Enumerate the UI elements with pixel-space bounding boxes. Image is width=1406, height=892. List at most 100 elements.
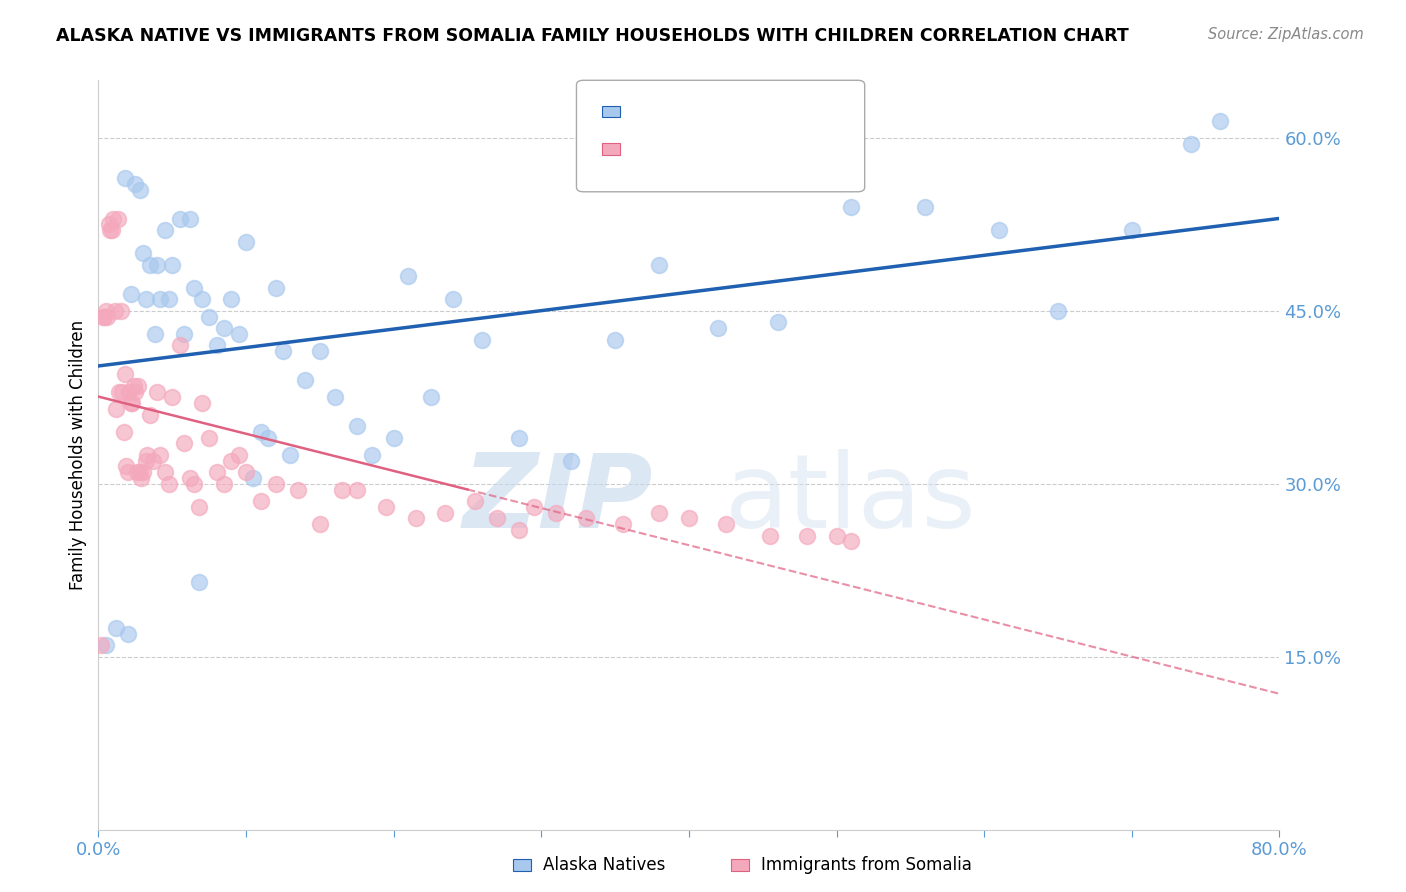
Point <box>97 218 120 232</box>
Point <box>228 326 250 341</box>
Point <box>139 408 162 422</box>
Point <box>330 483 353 497</box>
Point <box>179 471 201 485</box>
Point <box>825 528 848 542</box>
Point <box>124 384 146 399</box>
Point <box>205 465 228 479</box>
Point <box>198 310 221 324</box>
Point <box>187 500 209 514</box>
Point <box>221 453 243 467</box>
Point <box>129 471 152 485</box>
Point <box>139 258 162 272</box>
Point <box>441 293 464 307</box>
Point <box>242 471 264 485</box>
Point <box>91 310 114 324</box>
Point <box>546 506 568 520</box>
Point <box>707 321 730 335</box>
Point <box>124 177 146 191</box>
Point <box>796 528 818 542</box>
Point <box>914 200 936 214</box>
Point <box>375 500 398 514</box>
Point <box>183 476 205 491</box>
Point <box>228 448 250 462</box>
Point <box>612 517 634 532</box>
Point <box>157 476 180 491</box>
Text: Source: ZipAtlas.com: Source: ZipAtlas.com <box>1208 27 1364 42</box>
Point <box>287 483 309 497</box>
Point <box>117 465 139 479</box>
Point <box>294 373 316 387</box>
Point <box>105 621 128 635</box>
Point <box>149 293 172 307</box>
Point <box>98 223 121 237</box>
Point <box>405 511 427 525</box>
Text: R =  0.412: R = 0.412 <box>631 103 727 120</box>
Text: atlas: atlas <box>724 450 976 550</box>
Point <box>169 211 191 226</box>
Point <box>398 269 420 284</box>
Text: Alaska Natives: Alaska Natives <box>543 856 665 874</box>
Point <box>153 223 176 237</box>
Text: ZIP: ZIP <box>463 450 654 550</box>
Point <box>434 506 457 520</box>
Point <box>146 384 169 399</box>
Point <box>280 448 302 462</box>
Point <box>110 303 132 318</box>
Point <box>146 258 169 272</box>
Point <box>309 517 332 532</box>
Point <box>212 321 235 335</box>
Point <box>135 293 157 307</box>
Point <box>105 401 128 416</box>
Point <box>103 211 125 226</box>
Point <box>108 384 131 399</box>
Point <box>250 494 273 508</box>
Point <box>142 453 165 467</box>
Point <box>235 465 257 479</box>
Point <box>1209 113 1232 128</box>
Point <box>114 368 136 382</box>
Point <box>605 333 627 347</box>
Point <box>508 523 530 537</box>
Point <box>118 384 141 399</box>
Point <box>464 494 486 508</box>
Point <box>100 223 122 237</box>
Point <box>111 384 134 399</box>
Point <box>841 200 863 214</box>
Point <box>766 315 789 329</box>
Point <box>173 436 195 450</box>
Point <box>221 293 243 307</box>
Point <box>162 258 183 272</box>
Point <box>1046 303 1070 318</box>
Point <box>346 483 368 497</box>
Point <box>191 293 214 307</box>
Point <box>759 528 782 542</box>
Point <box>136 448 159 462</box>
Point <box>508 431 530 445</box>
Point <box>309 344 332 359</box>
Point <box>117 626 139 640</box>
Point <box>648 506 671 520</box>
Point <box>120 286 142 301</box>
Point <box>187 574 209 589</box>
Point <box>183 281 205 295</box>
Point <box>988 223 1011 237</box>
Point <box>212 476 235 491</box>
Point <box>121 396 143 410</box>
Text: ALASKA NATIVE VS IMMIGRANTS FROM SOMALIA FAMILY HOUSEHOLDS WITH CHILDREN CORRELA: ALASKA NATIVE VS IMMIGRANTS FROM SOMALIA… <box>56 27 1129 45</box>
Point <box>235 235 257 249</box>
Point <box>198 431 221 445</box>
Text: Immigrants from Somalia: Immigrants from Somalia <box>761 856 972 874</box>
Y-axis label: Family Households with Children: Family Households with Children <box>69 320 87 590</box>
Point <box>96 310 118 324</box>
Point <box>271 344 294 359</box>
Point <box>323 390 346 404</box>
Point <box>128 183 150 197</box>
Point <box>104 303 127 318</box>
Point <box>93 310 115 324</box>
Point <box>122 378 145 392</box>
Point <box>264 281 287 295</box>
Point <box>153 465 176 479</box>
Point <box>382 431 405 445</box>
Point <box>1180 136 1202 151</box>
Point <box>120 396 142 410</box>
